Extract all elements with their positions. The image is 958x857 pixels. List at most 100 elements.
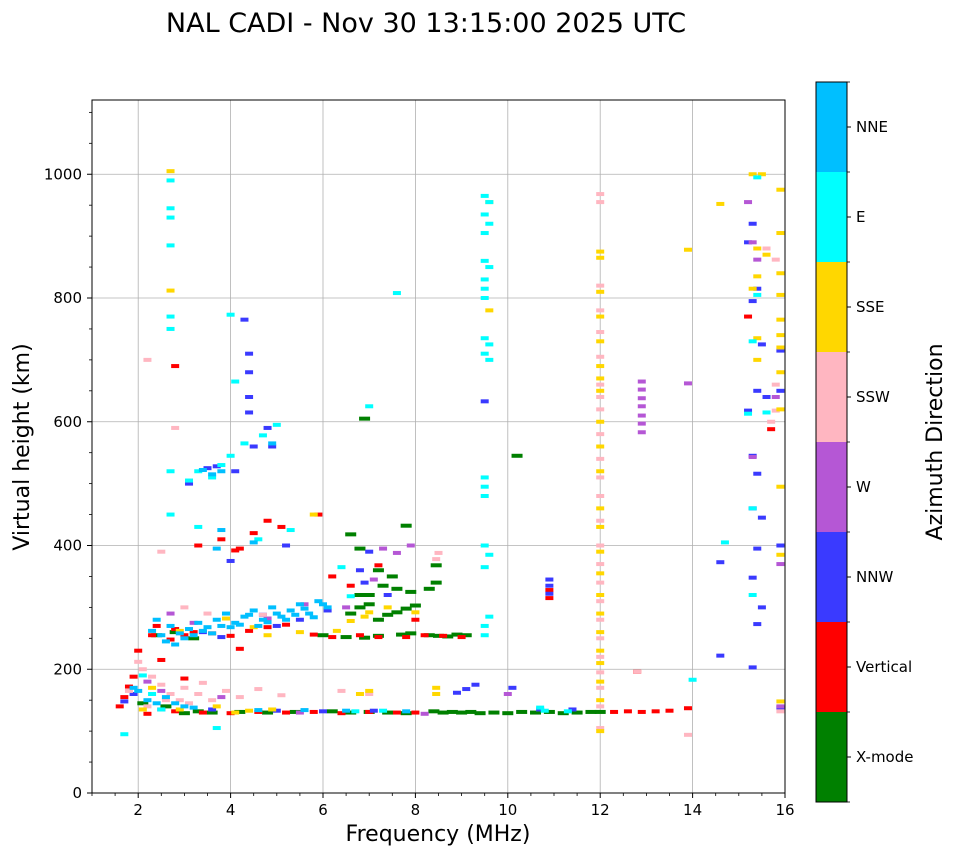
- point-nne: [277, 614, 286, 619]
- point-vertical: [180, 676, 189, 681]
- point-ssw: [166, 692, 175, 696]
- point-x-mode: [511, 453, 523, 458]
- point-nnw: [185, 481, 194, 486]
- point-e: [480, 565, 489, 570]
- point-x-mode: [262, 710, 274, 715]
- point-nne: [249, 540, 258, 545]
- point-vertical: [231, 548, 240, 553]
- point-vertical: [402, 635, 411, 640]
- point-nnw: [245, 410, 254, 415]
- point-vertical: [651, 709, 660, 714]
- point-x-mode: [430, 580, 442, 585]
- point-w: [217, 695, 226, 700]
- point-sse: [596, 679, 605, 684]
- point-e: [536, 705, 545, 710]
- point-vertical: [235, 646, 244, 651]
- point-ssw: [596, 330, 605, 335]
- point-vertical: [171, 364, 180, 369]
- point-ssw: [596, 654, 605, 659]
- point-x-mode: [354, 605, 366, 610]
- point-x-mode: [178, 711, 190, 716]
- point-sse: [596, 388, 605, 393]
- point-vertical: [198, 710, 207, 715]
- point-x-mode: [400, 606, 412, 611]
- point-sse: [776, 407, 785, 412]
- point-ssw: [771, 408, 780, 413]
- point-x-mode: [345, 611, 357, 616]
- point-nnw: [226, 558, 235, 563]
- point-vertical: [392, 710, 401, 715]
- point-nne: [300, 708, 309, 713]
- point-sse: [268, 707, 277, 712]
- point-w: [753, 257, 762, 262]
- point-vertical: [171, 709, 180, 714]
- point-ssw: [596, 354, 605, 359]
- point-nne: [152, 617, 161, 622]
- point-nnw: [462, 687, 471, 692]
- colorbar-label-nne: NNE: [856, 118, 888, 136]
- point-w: [637, 413, 646, 418]
- point-sse: [776, 552, 785, 557]
- colorbar-label-w: W: [856, 478, 871, 496]
- point-ssw: [596, 395, 605, 399]
- point-sse: [596, 593, 605, 597]
- colorbar-segment-w: [816, 442, 847, 532]
- point-ssw: [175, 698, 184, 703]
- point-ssw: [767, 419, 776, 424]
- point-x-mode: [516, 709, 528, 714]
- point-sse: [231, 710, 240, 715]
- point-w: [637, 421, 646, 426]
- point-ssw: [762, 246, 771, 251]
- point-ssw: [596, 726, 605, 731]
- point-e: [166, 512, 175, 517]
- point-vertical: [282, 622, 291, 627]
- point-e: [166, 215, 175, 220]
- point-vertical: [346, 583, 355, 588]
- colorbar-label-nnw: NNW: [856, 568, 893, 586]
- point-sse: [245, 708, 254, 713]
- point-e: [480, 623, 489, 628]
- point-vertical: [337, 711, 346, 716]
- point-nnw: [268, 444, 277, 449]
- point-sse: [166, 288, 175, 293]
- point-ssw: [596, 518, 605, 523]
- point-e: [166, 243, 175, 248]
- point-w: [744, 200, 753, 205]
- point-e: [166, 469, 175, 474]
- point-vertical: [152, 623, 161, 628]
- point-vertical: [328, 574, 337, 579]
- point-ssw: [596, 308, 605, 313]
- x-axis-ticks: 2 4 6 8 10 12 14 16: [91, 793, 795, 819]
- point-w: [683, 381, 692, 386]
- point-e: [337, 565, 346, 570]
- point-nne: [402, 709, 411, 714]
- point-nnw: [508, 685, 517, 690]
- point-vertical: [744, 314, 753, 319]
- point-e: [226, 312, 235, 317]
- point-w: [637, 379, 646, 384]
- point-sse: [776, 699, 785, 704]
- point-e: [485, 200, 494, 205]
- x-tick-label: 4: [226, 801, 236, 819]
- point-vertical: [277, 524, 286, 529]
- point-ssw: [171, 425, 180, 430]
- point-e: [231, 379, 240, 384]
- y-tick-label: 800: [53, 289, 82, 307]
- point-vertical: [623, 709, 632, 714]
- point-x-mode: [359, 635, 371, 640]
- point-x-mode: [451, 632, 463, 637]
- point-nnw: [716, 653, 725, 658]
- point-x-mode: [428, 709, 440, 714]
- point-w: [748, 240, 757, 245]
- point-sse: [776, 271, 785, 276]
- point-x-mode: [409, 603, 421, 608]
- point-w: [369, 577, 378, 582]
- point-sse: [753, 274, 762, 279]
- point-nne: [143, 698, 152, 703]
- point-x-mode: [192, 709, 204, 714]
- point-nnw: [762, 395, 771, 399]
- point-x-mode: [234, 709, 246, 714]
- point-e: [720, 540, 729, 545]
- point-ssw: [434, 550, 443, 555]
